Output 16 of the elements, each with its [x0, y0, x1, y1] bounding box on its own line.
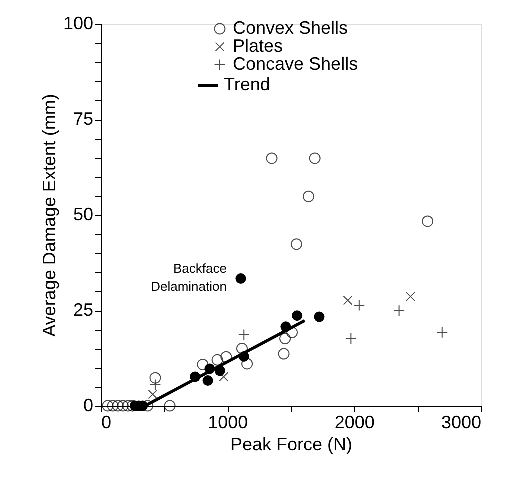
x-tick-label: 2000: [334, 412, 375, 432]
y-tick-label: 100: [63, 14, 94, 34]
x-axis-title: Peak Force (N): [230, 434, 353, 454]
y-tick-label: 25: [73, 300, 94, 320]
y-tick-label: 0: [83, 396, 94, 416]
x-tick-label: 3000: [441, 412, 482, 432]
annotation: Backface Delamination: [151, 260, 227, 294]
y-tick-label: 75: [73, 109, 94, 129]
legend-label: Trend: [224, 74, 270, 94]
y-axis-title: Average Damage Extent (mm): [39, 94, 60, 337]
legend-label: Plates: [233, 36, 284, 56]
x-tick-label: 1000: [208, 412, 248, 432]
y-tick-label: 50: [73, 204, 94, 224]
legend-label: Concave Shells: [233, 54, 358, 74]
x-tick-label: 0: [102, 412, 112, 432]
legend-label: Convex Shells: [233, 18, 348, 38]
